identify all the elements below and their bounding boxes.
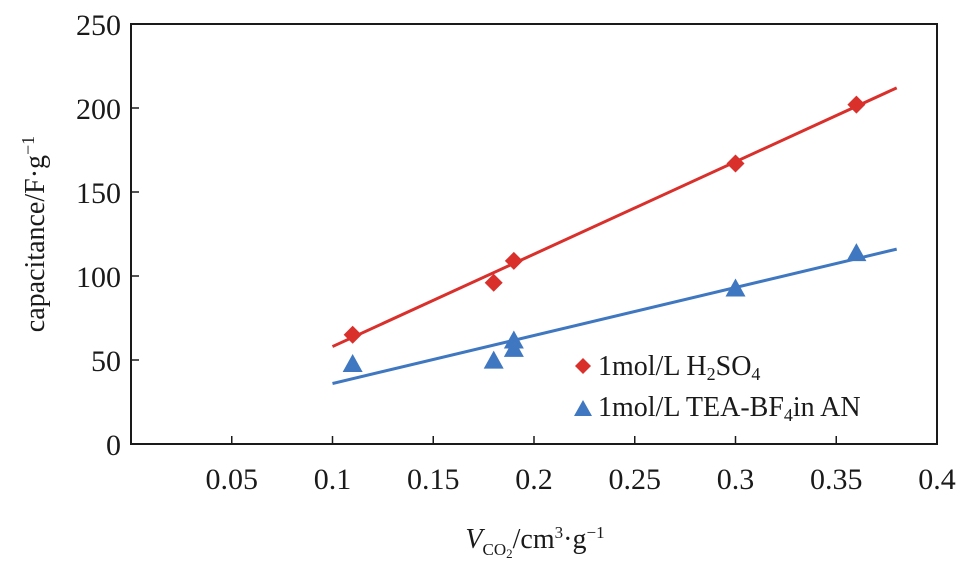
y-tick-label: 0	[106, 429, 121, 462]
y-axis-title: capacitance/F·g−1	[18, 136, 51, 332]
x-tick-label: 0.15	[407, 463, 460, 496]
x-tick-label: 0.1	[314, 463, 352, 496]
x-axis-title-mid: ·g	[563, 524, 586, 555]
x-axis-title-sub2: 2	[506, 546, 513, 561]
ticks: 0.05 0.1 0.15 0.2 0.25 0.3 0.35 0.4 0 50 100 150 200…	[76, 9, 956, 496]
x-tick-label: 0.3	[717, 463, 755, 496]
y-tick-label: 250	[76, 9, 121, 42]
diamond-point	[847, 95, 866, 114]
data-points	[342, 95, 867, 373]
legend-item-h2so4: 1mol/L H2SO4	[575, 351, 760, 384]
x-axis-title: VCO2/cm3·g−1	[465, 523, 604, 561]
triangle-point	[846, 243, 867, 262]
y-tick-label: 100	[76, 261, 121, 294]
fit-line-0	[331, 86, 898, 348]
legend-item-tea-bf4: 1mol/L TEA-BF4in AN	[574, 392, 861, 425]
plot-frame	[130, 23, 938, 445]
triangle-point	[725, 278, 746, 297]
legend-label-tea-bf4: 1mol/L TEA-BF4in AN	[598, 392, 861, 425]
x-axis-title-rest: /cm	[513, 524, 555, 555]
fit-lines	[331, 86, 898, 385]
legend-marker-diamond	[575, 358, 591, 374]
y-tick-label: 150	[76, 177, 121, 210]
triangle-point	[483, 350, 504, 369]
x-axis-title-sup1: 3	[555, 523, 564, 542]
y-tick-label: 200	[76, 93, 121, 126]
x-tick-label: 0.35	[810, 463, 863, 496]
x-tick-label: 0.25	[609, 463, 662, 496]
legend-label-h2so4: 1mol/L H2SO4	[598, 351, 760, 384]
diamond-point	[726, 154, 745, 173]
x-axis-title-sub: CO	[483, 540, 507, 559]
legend: 1mol/L H2SO4 1mol/L TEA-BF4in AN	[574, 351, 861, 425]
x-axis-title-sup2: −1	[586, 523, 604, 542]
triangle-point	[342, 354, 363, 373]
diamond-point	[484, 273, 503, 292]
legend-marker-triangle	[574, 400, 592, 416]
x-axis-title-var: V	[465, 524, 485, 555]
x-tick-label: 0.05	[206, 463, 259, 496]
x-tick-label: 0.4	[918, 463, 956, 496]
y-axis-title-sup: −1	[18, 136, 38, 155]
triangle-point	[503, 330, 524, 349]
y-axis-title-main: capacitance/F·g	[20, 155, 51, 332]
diamond-point	[343, 325, 362, 344]
fit-line-1	[332, 247, 898, 385]
y-tick-label: 50	[91, 345, 121, 378]
x-tick-label: 0.2	[515, 463, 553, 496]
diamond-point	[504, 251, 523, 270]
